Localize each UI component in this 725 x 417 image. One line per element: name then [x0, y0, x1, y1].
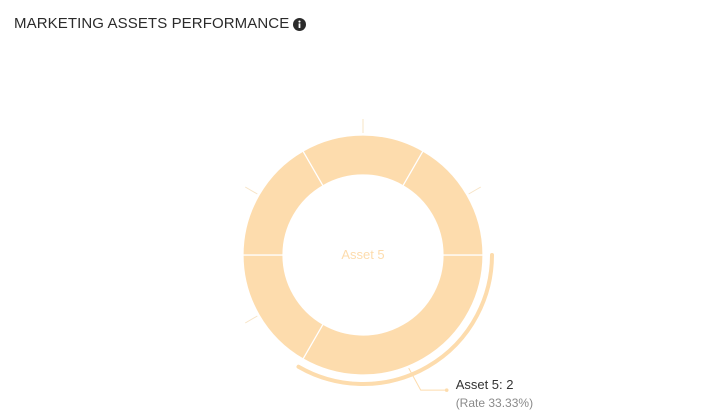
donut-slice-asset-3[interactable]	[302, 134, 424, 187]
donut-slice-asset-1[interactable]	[242, 254, 324, 360]
slice-leader-line	[244, 315, 258, 324]
center-label: Asset 5	[341, 247, 384, 262]
callout-line	[408, 367, 447, 391]
slice-leader-line	[468, 186, 482, 195]
callout-label: Asset 5: 2	[456, 377, 514, 392]
donut-slice-asset-2[interactable]	[242, 150, 324, 256]
slice-leader-line	[244, 186, 258, 195]
highlight-arc	[296, 253, 494, 386]
info-icon[interactable]	[293, 17, 307, 31]
donut-slice-asset-4[interactable]	[402, 150, 484, 256]
callout-rate: (Rate 33.33%)	[456, 396, 533, 410]
callout-dot	[444, 388, 449, 392]
chart-header: MARKETING ASSETS PERFORMANCE	[14, 15, 307, 32]
donut-slice-asset-5[interactable]	[302, 254, 484, 376]
chart-title: MARKETING ASSETS PERFORMANCE	[14, 15, 290, 32]
